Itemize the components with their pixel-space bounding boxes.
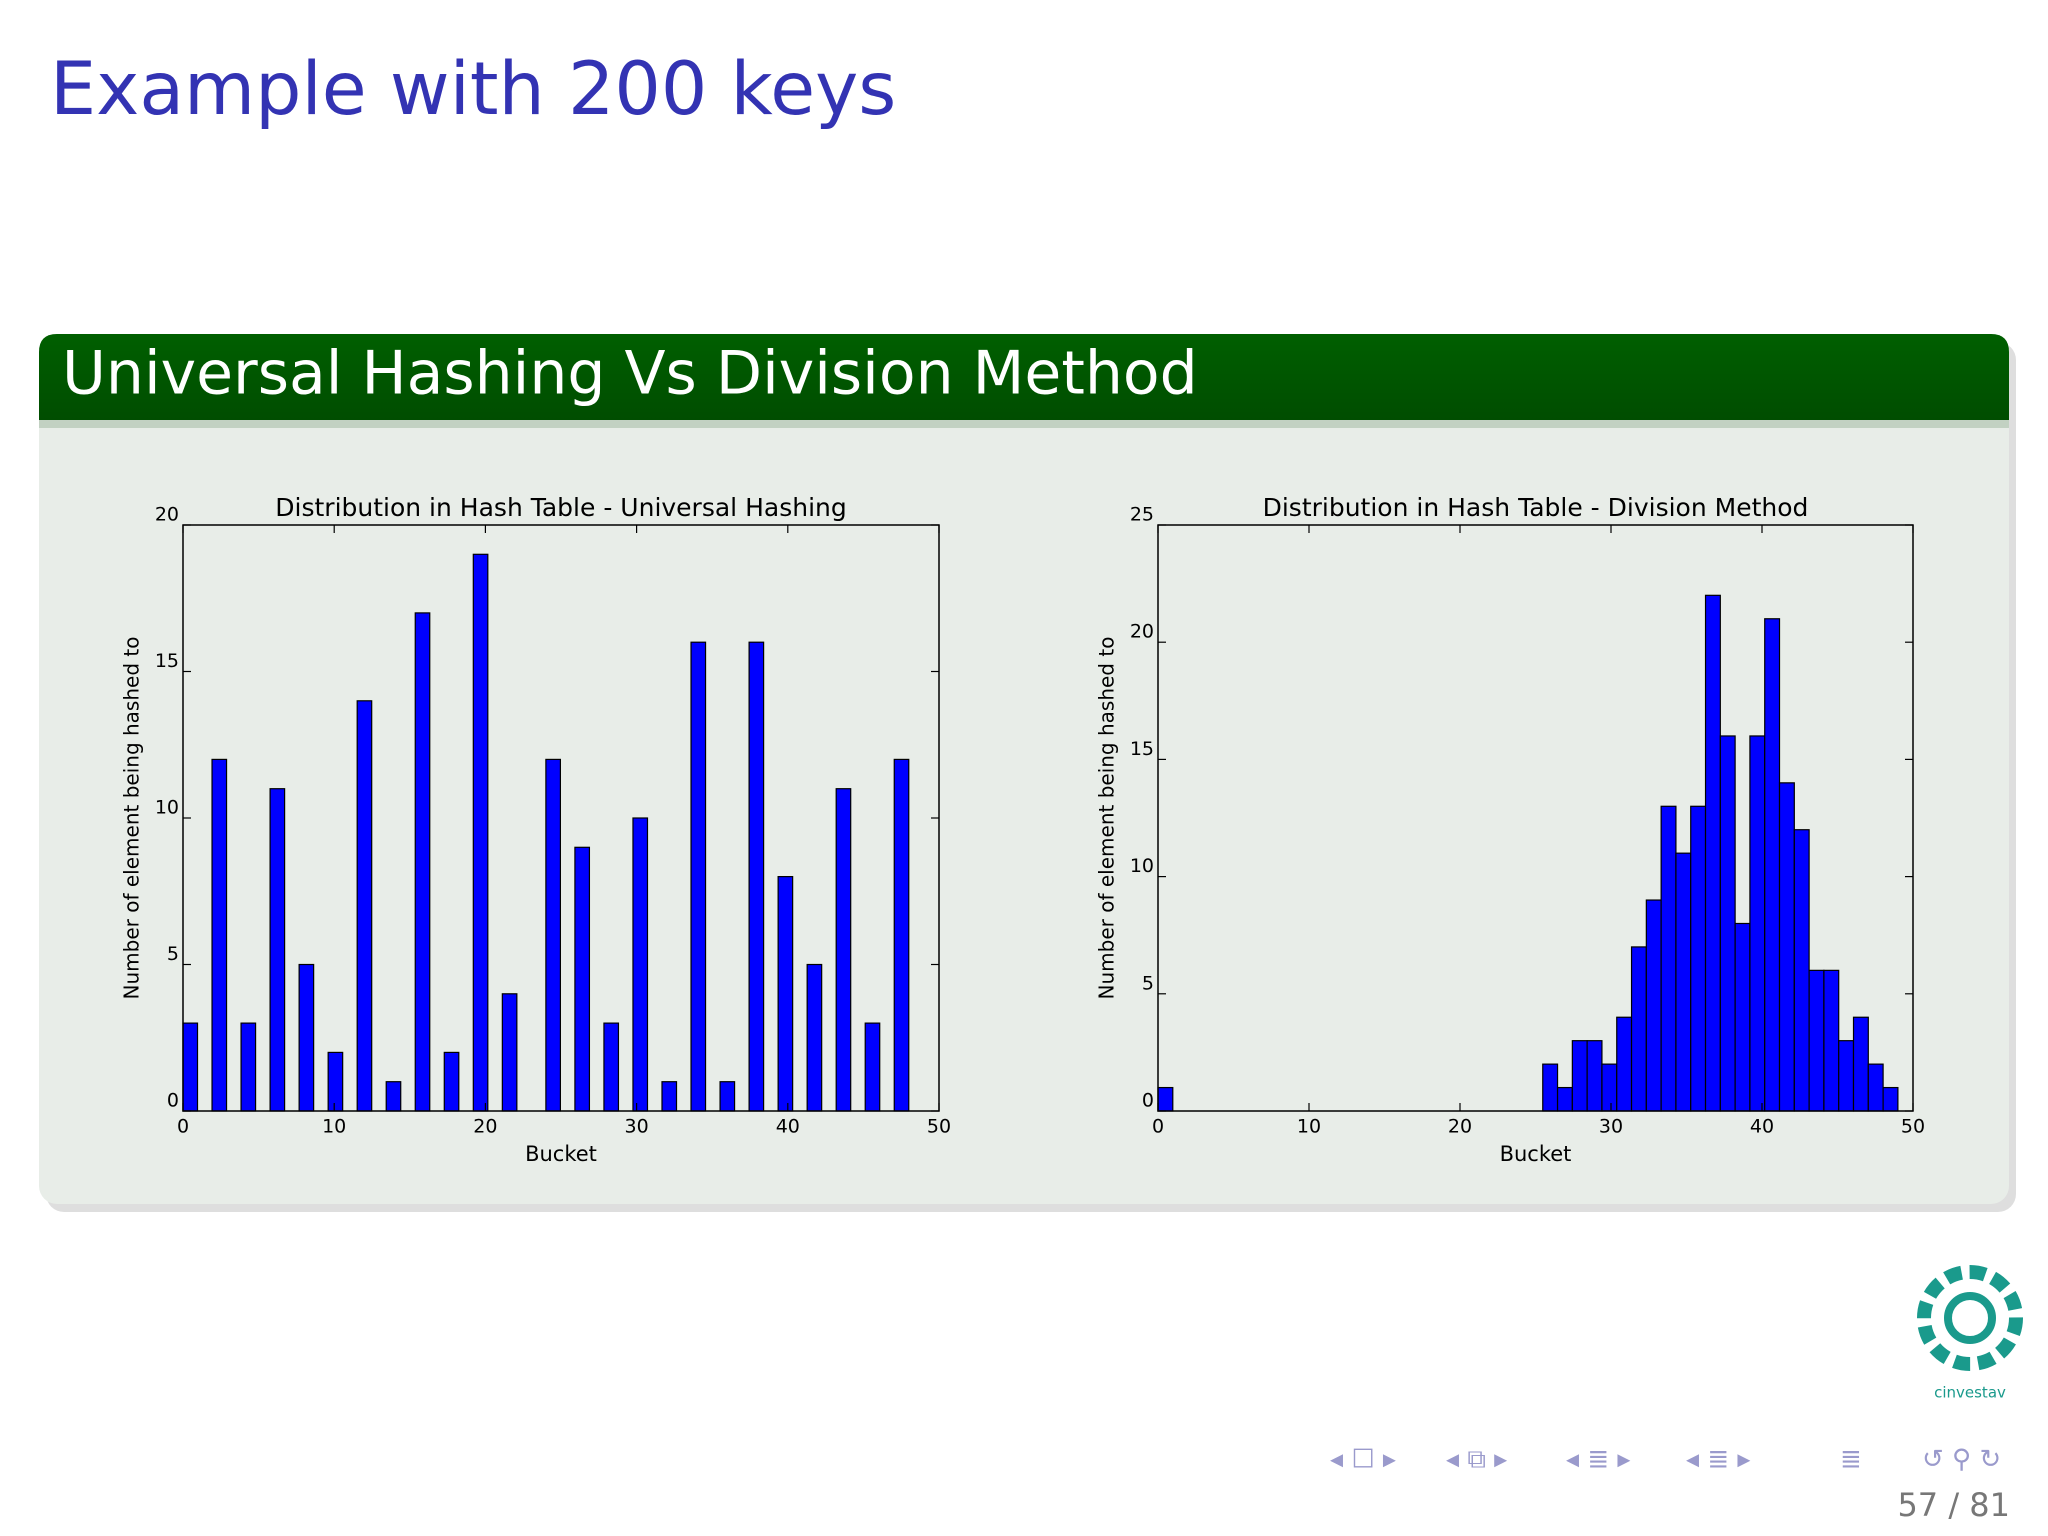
- y-tick-label: 5: [167, 943, 179, 965]
- bar: [1808, 969, 1825, 1112]
- nav-icon[interactable]: ◂ ⧉ ▸: [1446, 1445, 1507, 1475]
- x-tick-label: 40: [776, 1116, 800, 1138]
- bar: [1616, 1016, 1633, 1112]
- y-tick-label: 10: [1130, 855, 1154, 877]
- x-tick-label: 10: [1297, 1116, 1321, 1138]
- y-axis-label: Number of element being hashed to: [120, 637, 144, 1000]
- chart-title: Distribution in Hash Table - Universal H…: [275, 493, 846, 522]
- bar: [1630, 946, 1647, 1112]
- nav-icon[interactable]: ≣: [1840, 1445, 1862, 1475]
- y-tick-label: 10: [155, 797, 179, 819]
- x-tick-label: 40: [1750, 1116, 1774, 1138]
- plot-frame: [1157, 524, 1914, 1112]
- logo: cinvestav: [1917, 1265, 2023, 1402]
- bar: [1645, 899, 1662, 1112]
- bar: [1690, 805, 1707, 1112]
- bar: [1542, 1063, 1559, 1112]
- logo-core: [1944, 1292, 1996, 1344]
- bar: [1793, 829, 1810, 1112]
- x-tick-label: 0: [177, 1116, 189, 1138]
- slide-title: Example with 200 keys: [50, 47, 896, 132]
- x-axis-label: Bucket: [525, 1142, 597, 1166]
- y-tick-label: 20: [1130, 621, 1154, 643]
- bar: [269, 788, 286, 1112]
- nav-icon[interactable]: ↺ ⚲ ↻: [1922, 1445, 2001, 1475]
- y-tick-label: 0: [1142, 1090, 1154, 1112]
- bar: [893, 758, 910, 1112]
- bar: [661, 1081, 678, 1112]
- nav-icon[interactable]: ◂ ☐ ▸: [1330, 1445, 1396, 1475]
- bar: [1867, 1063, 1884, 1112]
- bar: [1764, 618, 1781, 1112]
- bar: [777, 875, 794, 1112]
- bar: [182, 1022, 199, 1112]
- y-tick-label: 25: [1130, 504, 1154, 526]
- bar: [356, 700, 373, 1112]
- bar: [603, 1022, 620, 1112]
- nav-icon[interactable]: ◂ ≣ ▸: [1686, 1445, 1750, 1475]
- bar: [1675, 852, 1692, 1112]
- nav-icon[interactable]: ◂ ≣ ▸: [1566, 1445, 1630, 1475]
- x-tick-label: 30: [625, 1116, 649, 1138]
- y-tick-label: 0: [167, 1090, 179, 1112]
- bar: [1823, 969, 1840, 1112]
- bar: [806, 963, 823, 1112]
- bar: [1852, 1016, 1869, 1112]
- x-tick-label: 0: [1152, 1116, 1164, 1138]
- x-tick-label: 50: [1901, 1116, 1925, 1138]
- bar: [385, 1081, 402, 1112]
- y-tick-label: 20: [155, 504, 179, 526]
- block-body: [39, 334, 2009, 1204]
- x-axis-label: Bucket: [1500, 1142, 1572, 1166]
- bar: [719, 1081, 736, 1112]
- bar: [211, 758, 228, 1112]
- bar: [240, 1022, 257, 1112]
- nav-icons: ◂ ☐ ▸ ◂ ⧉ ▸ ◂ ≣ ▸ ◂ ≣ ▸ ≣ ↺ ⚲ ↻: [1330, 1445, 2001, 1475]
- bar: [298, 963, 315, 1112]
- bar: [1719, 735, 1736, 1112]
- logo-ring: [1917, 1265, 2023, 1371]
- bar: [574, 846, 591, 1112]
- bar: [327, 1051, 344, 1112]
- bar: [414, 612, 431, 1112]
- block-header: [39, 334, 2009, 420]
- bar: [864, 1022, 881, 1112]
- bar: [545, 758, 561, 1112]
- x-tick-label: 30: [1599, 1116, 1623, 1138]
- bar: [1749, 735, 1766, 1112]
- page-number: 57 / 81: [1897, 1486, 2010, 1524]
- bar: [472, 553, 489, 1112]
- bar: [501, 993, 518, 1112]
- bar: [1778, 782, 1795, 1112]
- x-tick-label: 20: [473, 1116, 497, 1138]
- bar: [443, 1051, 460, 1112]
- bar: [1660, 805, 1677, 1112]
- bar: [632, 817, 649, 1112]
- logo-text: cinvestav: [1934, 1384, 2006, 1402]
- bar: [1704, 594, 1721, 1112]
- y-axis-label: Number of element being hashed to: [1095, 637, 1119, 1000]
- y-tick-label: 5: [1142, 972, 1154, 994]
- chart-title: Distribution in Hash Table - Division Me…: [1263, 493, 1809, 522]
- bar: [690, 641, 707, 1112]
- bar: [1571, 1040, 1588, 1112]
- bar: [748, 641, 765, 1112]
- block-title: Universal Hashing Vs Division Method: [62, 339, 1198, 409]
- bar: [1556, 1086, 1573, 1112]
- x-tick-label: 50: [927, 1116, 951, 1138]
- bar: [1157, 1086, 1174, 1112]
- x-tick-label: 20: [1448, 1116, 1472, 1138]
- header-shade: [39, 420, 2009, 428]
- x-tick-label: 10: [322, 1116, 346, 1138]
- bar: [835, 788, 852, 1112]
- y-tick-label: 15: [155, 650, 179, 672]
- bar: [1734, 922, 1751, 1112]
- bar: [1601, 1063, 1618, 1112]
- bar: [1882, 1086, 1899, 1112]
- bar: [1586, 1040, 1603, 1112]
- y-tick-label: 15: [1130, 738, 1154, 760]
- bar: [1838, 1040, 1855, 1112]
